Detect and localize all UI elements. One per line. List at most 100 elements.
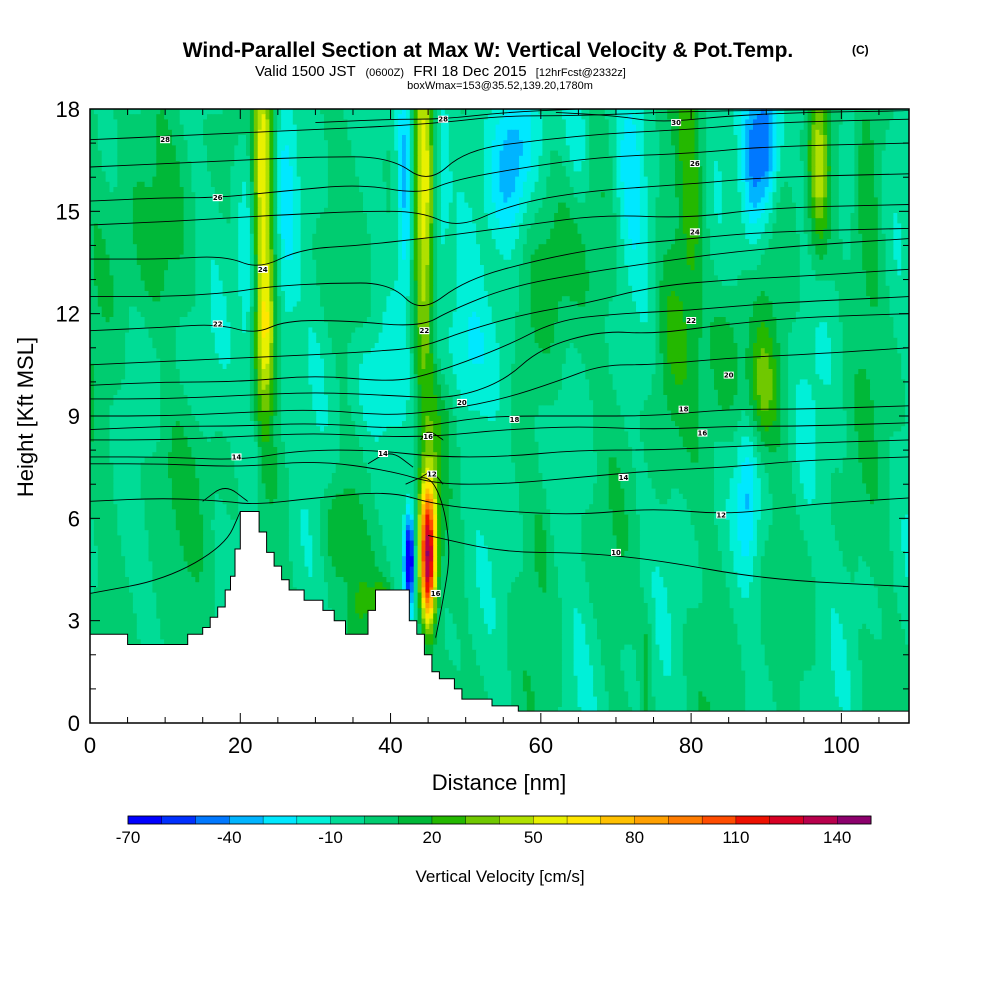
velocity-cell (663, 140, 667, 146)
velocity-cell (554, 140, 558, 146)
velocity-cell (449, 119, 453, 125)
velocity-cell (367, 130, 371, 136)
velocity-cell (129, 119, 133, 125)
velocity-cell (219, 119, 223, 125)
velocity-cell (281, 135, 285, 141)
velocity-cell (511, 135, 515, 141)
velocity-cell (823, 135, 827, 141)
velocity-cell (562, 114, 566, 120)
velocity-cell (472, 145, 476, 151)
velocity-cell (800, 125, 804, 131)
velocity-cell (394, 135, 398, 141)
velocity-cell (402, 145, 406, 151)
velocity-cell (297, 135, 301, 141)
velocity-cell (266, 119, 270, 125)
velocity-cell (706, 114, 710, 120)
velocity-cell (656, 125, 660, 131)
velocity-cell (293, 114, 297, 120)
velocity-cell (207, 109, 211, 115)
velocity-cell (886, 135, 890, 141)
velocity-cell (184, 145, 188, 151)
velocity-cell (340, 130, 344, 136)
velocity-cell (351, 114, 355, 120)
velocity-cell (827, 119, 831, 125)
velocity-cell (862, 114, 866, 120)
velocity-cell (874, 109, 878, 115)
velocity-cell (188, 135, 192, 141)
velocity-cell (745, 125, 749, 131)
velocity-cell (749, 130, 753, 136)
velocity-cell (862, 135, 866, 141)
velocity-cell (468, 140, 472, 146)
velocity-cell (277, 135, 281, 141)
velocity-cell (328, 135, 332, 141)
velocity-cell (773, 140, 777, 146)
velocity-cell (449, 125, 453, 131)
velocity-cell (472, 109, 476, 115)
velocity-cell (250, 119, 254, 125)
velocity-cell (546, 125, 550, 131)
velocity-cell (425, 119, 429, 125)
velocity-cell (613, 125, 617, 131)
velocity-cell (554, 130, 558, 136)
velocity-cell (574, 140, 578, 146)
velocity-cell (429, 125, 433, 131)
velocity-cell (121, 125, 125, 131)
velocity-cell (776, 140, 780, 146)
velocity-cell (636, 135, 640, 141)
velocity-cell (656, 135, 660, 141)
velocity-cell (246, 119, 250, 125)
velocity-cell (164, 145, 168, 151)
velocity-cell (769, 135, 773, 141)
velocity-cell (347, 135, 351, 141)
velocity-cell (324, 140, 328, 146)
velocity-cell (383, 125, 387, 131)
velocity-cell (336, 114, 340, 120)
velocity-cell (297, 145, 301, 151)
velocity-cell (188, 114, 192, 120)
velocity-cell (191, 140, 195, 146)
velocity-cell (152, 119, 156, 125)
velocity-cell (667, 135, 671, 141)
velocity-cell (227, 145, 231, 151)
velocity-cell (203, 135, 207, 141)
velocity-cell (437, 145, 441, 151)
velocity-cell (441, 109, 445, 115)
velocity-cell (379, 135, 383, 141)
velocity-cell (702, 119, 706, 125)
velocity-cell (882, 130, 886, 136)
velocity-cell (320, 114, 324, 120)
velocity-cell (437, 130, 441, 136)
velocity-cell (98, 125, 102, 131)
velocity-cell (562, 130, 566, 136)
velocity-cell (698, 119, 702, 125)
velocity-cell (328, 109, 332, 115)
velocity-cell (414, 125, 418, 131)
velocity-cell (753, 109, 757, 115)
velocity-cell (386, 140, 390, 146)
velocity-cell (390, 145, 394, 151)
velocity-cell (605, 125, 609, 131)
velocity-cell (878, 125, 882, 131)
velocity-cell (347, 145, 351, 151)
velocity-cell (172, 125, 176, 131)
velocity-cell (734, 114, 738, 120)
velocity-cell (585, 140, 589, 146)
velocity-cell (886, 109, 890, 115)
velocity-cell (835, 125, 839, 131)
velocity-cell (215, 135, 219, 141)
velocity-cell (605, 109, 609, 115)
velocity-cell (468, 119, 472, 125)
velocity-cell (106, 140, 110, 146)
velocity-cell (843, 125, 847, 131)
velocity-cell (862, 140, 866, 146)
velocity-cell (133, 109, 137, 115)
velocity-cell (383, 145, 387, 151)
velocity-cell (823, 125, 827, 131)
velocity-cell (176, 109, 180, 115)
velocity-cell (117, 125, 121, 131)
velocity-cell (492, 140, 496, 146)
velocity-cell (554, 119, 558, 125)
velocity-cell (94, 130, 98, 136)
velocity-cell (578, 130, 582, 136)
